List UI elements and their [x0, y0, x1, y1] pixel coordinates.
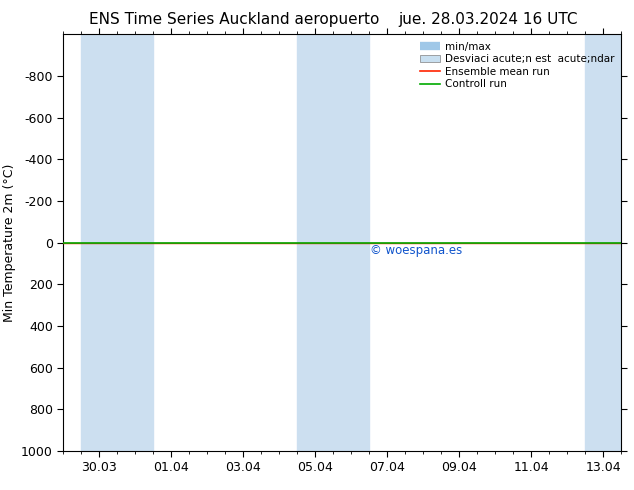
Legend: min/max, Desviaci acute;n est  acute;ndar, Ensemble mean run, Controll run: min/max, Desviaci acute;n est acute;ndar… [417, 40, 616, 92]
Bar [81, 34, 153, 451]
Text: jue. 28.03.2024 16 UTC: jue. 28.03.2024 16 UTC [398, 12, 578, 27]
Bar [297, 34, 370, 451]
Y-axis label: Min Temperature 2m (°C): Min Temperature 2m (°C) [3, 163, 16, 322]
Bar [585, 34, 621, 451]
Text: © woespana.es: © woespana.es [370, 244, 463, 257]
Text: ENS Time Series Auckland aeropuerto: ENS Time Series Auckland aeropuerto [89, 12, 380, 27]
